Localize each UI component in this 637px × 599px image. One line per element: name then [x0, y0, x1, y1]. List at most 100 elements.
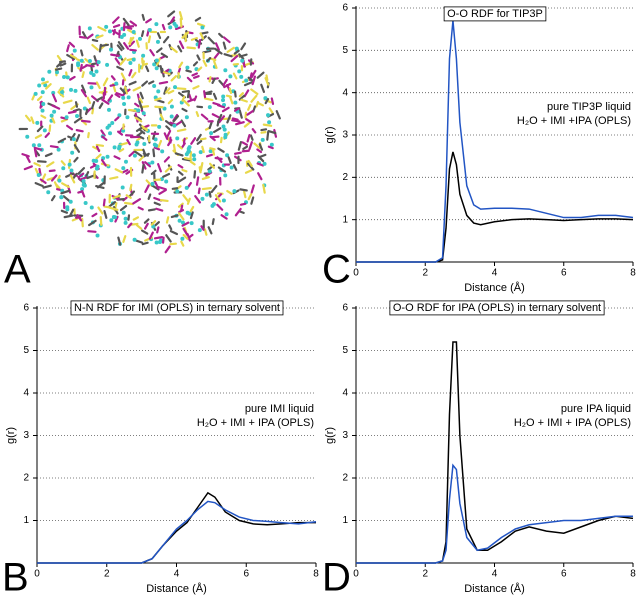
bond: [144, 184, 150, 193]
bond: [137, 206, 144, 211]
bond: [86, 174, 95, 180]
bond: [260, 131, 267, 134]
atom: [80, 187, 85, 192]
bond: [162, 35, 170, 44]
bond: [231, 119, 241, 123]
bond: [40, 114, 47, 119]
y-tick-label: 1: [342, 214, 348, 225]
bond: [195, 176, 200, 186]
atom: [142, 142, 147, 147]
bond: [41, 80, 49, 85]
atom: [31, 143, 36, 148]
bond: [90, 100, 96, 110]
atom: [239, 74, 244, 79]
bond: [177, 164, 184, 169]
bond: [211, 113, 220, 119]
bond: [250, 88, 259, 95]
y-tick-label: 6: [23, 303, 29, 314]
atom: [240, 58, 245, 63]
bond: [98, 102, 104, 109]
bond: [247, 192, 253, 201]
bond: [194, 195, 202, 204]
bond: [50, 195, 56, 202]
atom: [131, 29, 136, 34]
bond: [240, 98, 248, 103]
atom: [62, 75, 67, 80]
atom: [120, 185, 125, 190]
bond: [201, 186, 212, 191]
atom: [224, 212, 229, 217]
bond: [256, 162, 265, 167]
legend-entry: H₂O + IMI + IPA (OPLS): [514, 417, 631, 429]
bond: [33, 162, 41, 167]
bond: [118, 141, 128, 147]
bond: [117, 236, 122, 246]
atom: [123, 159, 128, 164]
atom: [169, 114, 174, 119]
bond: [168, 224, 173, 231]
atom: [150, 181, 155, 186]
bond: [100, 158, 107, 167]
bond: [213, 60, 218, 69]
bond: [216, 203, 224, 211]
atom: [40, 108, 45, 113]
bond: [127, 108, 138, 112]
bond: [228, 87, 233, 95]
atom: [117, 113, 122, 118]
atom: [107, 29, 112, 34]
bond: [214, 194, 222, 203]
bond: [176, 128, 187, 133]
bond: [235, 121, 245, 126]
atom: [154, 143, 159, 148]
bond: [250, 94, 258, 103]
bond: [51, 104, 61, 110]
bond: [34, 134, 43, 139]
bond: [193, 95, 198, 102]
atom: [269, 142, 274, 147]
bond: [137, 131, 143, 137]
bond: [159, 55, 166, 60]
series-line: [356, 151, 634, 263]
bond: [60, 160, 66, 166]
atom: [189, 221, 194, 226]
bond: [75, 134, 81, 142]
bond: [72, 172, 78, 180]
x-tick-label: 8: [313, 569, 319, 580]
atom: [192, 157, 197, 162]
bond: [167, 139, 173, 147]
bond: [197, 187, 201, 195]
bond: [257, 172, 263, 181]
bond: [222, 78, 228, 87]
bond: [186, 76, 193, 83]
atom: [122, 102, 127, 107]
x-axis-label: Distance (Å): [146, 582, 207, 595]
atom: [37, 83, 42, 88]
bond: [196, 22, 206, 28]
bond: [260, 83, 266, 94]
y-tick-label: 2: [23, 473, 29, 484]
bond: [114, 215, 119, 223]
bond: [24, 114, 32, 122]
y-tick-label: 1: [342, 515, 348, 526]
series-line: [356, 341, 634, 564]
atom: [267, 120, 272, 125]
y-tick-label: 4: [342, 388, 348, 399]
atom: [184, 115, 189, 120]
bond: [153, 201, 161, 206]
bond: [237, 140, 243, 151]
bond: [23, 165, 33, 171]
bond: [202, 59, 208, 67]
atom: [117, 144, 122, 149]
x-tick-label: 6: [243, 569, 249, 580]
atom: [197, 228, 202, 233]
bond: [165, 129, 172, 139]
bond: [74, 101, 79, 108]
bond: [203, 97, 214, 102]
atom: [128, 60, 133, 65]
bond: [50, 174, 58, 182]
atom: [59, 195, 64, 200]
legend-entry: H₂O + IMI +IPA (OPLS): [517, 115, 631, 127]
bond: [93, 55, 97, 62]
bond: [116, 65, 125, 71]
